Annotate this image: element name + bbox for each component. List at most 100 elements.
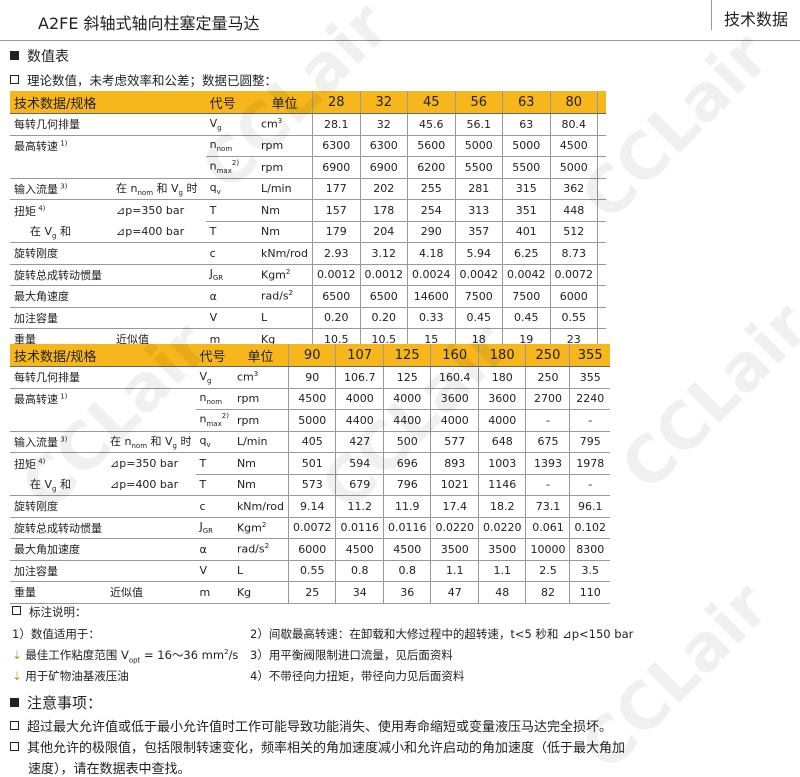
row-symbol: nnom — [195, 388, 233, 410]
value-cell: 696 — [382, 452, 431, 475]
value-cell: 6.25 — [502, 242, 550, 265]
value-cell: 4000 — [382, 388, 431, 410]
value-cell: 1003 — [477, 452, 526, 475]
header-size: 28 — [312, 91, 360, 114]
value-cell: 18.2 — [477, 495, 526, 518]
value-cell: 0.20 — [312, 307, 360, 329]
value-cell: 355 — [569, 366, 610, 389]
row-label: 每转几何排量 — [10, 366, 106, 389]
row-unit: kNm/rod — [256, 242, 313, 265]
value-cell: 6300 — [359, 135, 408, 157]
header-size: 107 — [335, 344, 384, 367]
value-cell: 157 — [312, 199, 360, 222]
value-cell: 675 — [525, 431, 570, 453]
row-symbol: qv — [205, 178, 257, 200]
row-symbol: nmax2) — [205, 156, 257, 179]
table-row: 最高转速 1) nnom rpm 4500 4000 4000 3600 3600 2700 22… — [10, 388, 610, 410]
value-cell: 3500 — [430, 538, 479, 561]
table-row: 旋转刚度 c kNm/rod 2.93 3.12 4.18 5.94 6.25 8.73 — [10, 242, 606, 265]
header-label: 技术数据/规格 — [10, 91, 206, 114]
value-cell: 4000 — [477, 409, 526, 432]
value-cell: 8.73 — [549, 242, 598, 265]
row-unit: L/min — [256, 178, 313, 200]
caution-2: 其他允许的极限值，包括限制转速变化，频率相关的角加速度减小和允许启动的角加速度（… — [10, 737, 625, 756]
row-label: 最大角速度 — [10, 285, 112, 308]
value-cell: 7500 — [454, 285, 503, 308]
value-cell: 448 — [549, 199, 598, 222]
page-header: A2FE 斜轴式轴向柱塞定量马达 技术数据 — [0, 0, 800, 41]
arrow-bullet-icon: ⇣ — [12, 669, 26, 683]
row-condition: ⊿p=350 bar — [116, 204, 185, 217]
value-cell: 0.0072 — [287, 517, 336, 539]
value-cell: 0.0012 — [359, 264, 408, 286]
value-cell: 6000 — [287, 538, 336, 561]
row-label — [10, 156, 112, 179]
header-size: 355 — [569, 344, 610, 367]
value-cell: 1.1 — [430, 560, 479, 582]
row-label: 扭矩 4) — [14, 203, 46, 218]
row-symbol: Vg — [195, 366, 233, 389]
value-cell: 6500 — [359, 285, 408, 308]
value-cell: 0.061 — [525, 517, 570, 539]
row-unit: Kgm2 — [232, 517, 289, 539]
value-cell: 80.4 — [549, 113, 598, 136]
table-row: 在 Vg 和 ⊿p=400 bar T Nm 179 204 290 357 401 512 — [10, 221, 606, 243]
row-unit: rad/s2 — [256, 285, 313, 308]
row-label: 最高转速 1) — [14, 392, 68, 406]
value-cell: 0.0012 — [312, 264, 360, 286]
value-cell: 1021 — [430, 474, 479, 496]
caution-heading: 注意事项： — [10, 692, 102, 713]
checkbox-bullet-icon — [10, 721, 19, 730]
value-cell: - — [525, 409, 570, 432]
row-symbol: α — [195, 538, 233, 561]
row-label: 输入流量 3) — [10, 178, 112, 200]
row-unit: kNm/rod — [232, 495, 289, 518]
row-symbol: T — [195, 452, 233, 475]
row-label: 加注容量 — [10, 560, 106, 582]
header-code: 代号 — [195, 344, 233, 367]
header-size — [597, 91, 606, 114]
value-cell: 351 — [502, 199, 550, 222]
section-heading: 数值表 — [10, 46, 69, 66]
value-cell: 405 — [287, 431, 336, 453]
value-cell: 0.102 — [569, 517, 610, 539]
value-cell: 5500 — [502, 156, 550, 179]
value-cell: 6900 — [359, 156, 408, 179]
value-cell: 5000 — [287, 409, 336, 432]
value-cell: 281 — [454, 178, 503, 200]
value-cell: 0.0220 — [430, 517, 479, 539]
value-cell: 1393 — [525, 452, 570, 475]
value-cell: 48 — [477, 581, 526, 604]
row-unit: Kgm2 — [256, 264, 313, 286]
value-cell: 0.0042 — [454, 264, 503, 286]
value-cell: 1978 — [569, 452, 610, 475]
row-label: 加注容量 — [10, 307, 112, 329]
value-cell: 0.0116 — [335, 517, 384, 539]
row-condition — [112, 113, 206, 136]
value-cell: 178 — [359, 199, 408, 222]
value-cell: 648 — [477, 431, 526, 453]
value-cell: - — [569, 474, 610, 496]
value-cell: 45.6 — [407, 113, 455, 136]
row-label: 最高转速 1) — [14, 139, 68, 153]
value-cell: 63 — [502, 113, 550, 136]
row-symbol: c — [205, 242, 257, 265]
table-row: 旋转总成转动惯量 JGR Kgm2 0.0072 0.0116 0.0116 0.0220 0… — [10, 517, 610, 539]
value-cell: 11.9 — [382, 495, 431, 518]
value-cell: 160.4 — [430, 366, 479, 389]
arrow-bullet-icon: ⇣ — [12, 648, 26, 662]
row-condition — [112, 307, 206, 329]
row-label: 在 Vg 和 — [10, 474, 106, 496]
table-row: 在 Vg 和 ⊿p=400 bar T Nm 573 679 796 1021 1146- - — [10, 474, 610, 496]
checkbox-bullet-icon — [12, 606, 21, 615]
value-cell: 250 — [525, 366, 570, 389]
watermark: CCLair — [607, 289, 800, 505]
value-cell: 6300 — [312, 135, 360, 157]
value-cell: 0.8 — [382, 560, 431, 582]
table-row: 加注容量 V L 0.20 0.20 0.33 0.45 0.45 0.55 — [10, 307, 606, 329]
value-cell: 5000 — [549, 156, 598, 179]
caution-1: 超过最大允许值或低于最小允许值时工作可能导致功能消失、使用寿命缩短或变量液压马达… — [10, 716, 612, 735]
header-size: 45 — [407, 91, 455, 114]
row-symbol: c — [195, 495, 233, 518]
row-symbol: nmax2) — [195, 409, 233, 432]
